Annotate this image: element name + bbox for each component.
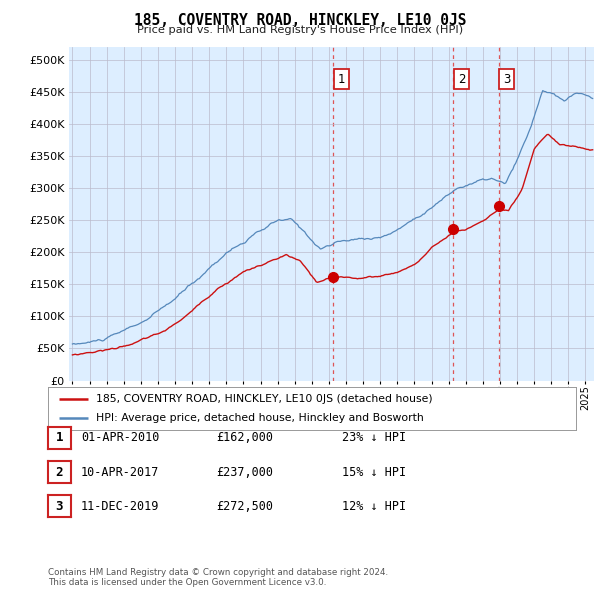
Text: 12% ↓ HPI: 12% ↓ HPI bbox=[342, 500, 406, 513]
Text: 1: 1 bbox=[337, 73, 345, 86]
Text: 3: 3 bbox=[56, 500, 63, 513]
Text: £272,500: £272,500 bbox=[216, 500, 273, 513]
Text: £237,000: £237,000 bbox=[216, 466, 273, 478]
Text: 10-APR-2017: 10-APR-2017 bbox=[81, 466, 160, 478]
Text: 185, COVENTRY ROAD, HINCKLEY, LE10 0JS (detached house): 185, COVENTRY ROAD, HINCKLEY, LE10 0JS (… bbox=[95, 394, 432, 404]
Text: 2: 2 bbox=[458, 73, 465, 86]
Text: HPI: Average price, detached house, Hinckley and Bosworth: HPI: Average price, detached house, Hinc… bbox=[95, 413, 423, 423]
Text: 11-DEC-2019: 11-DEC-2019 bbox=[81, 500, 160, 513]
Text: 185, COVENTRY ROAD, HINCKLEY, LE10 0JS: 185, COVENTRY ROAD, HINCKLEY, LE10 0JS bbox=[134, 13, 466, 28]
Text: 15% ↓ HPI: 15% ↓ HPI bbox=[342, 466, 406, 478]
Text: £162,000: £162,000 bbox=[216, 431, 273, 444]
Text: 2: 2 bbox=[56, 466, 63, 478]
Text: 3: 3 bbox=[503, 73, 510, 86]
Text: 23% ↓ HPI: 23% ↓ HPI bbox=[342, 431, 406, 444]
Text: 01-APR-2010: 01-APR-2010 bbox=[81, 431, 160, 444]
Text: Contains HM Land Registry data © Crown copyright and database right 2024.
This d: Contains HM Land Registry data © Crown c… bbox=[48, 568, 388, 587]
Text: 1: 1 bbox=[56, 431, 63, 444]
Text: Price paid vs. HM Land Registry's House Price Index (HPI): Price paid vs. HM Land Registry's House … bbox=[137, 25, 463, 35]
